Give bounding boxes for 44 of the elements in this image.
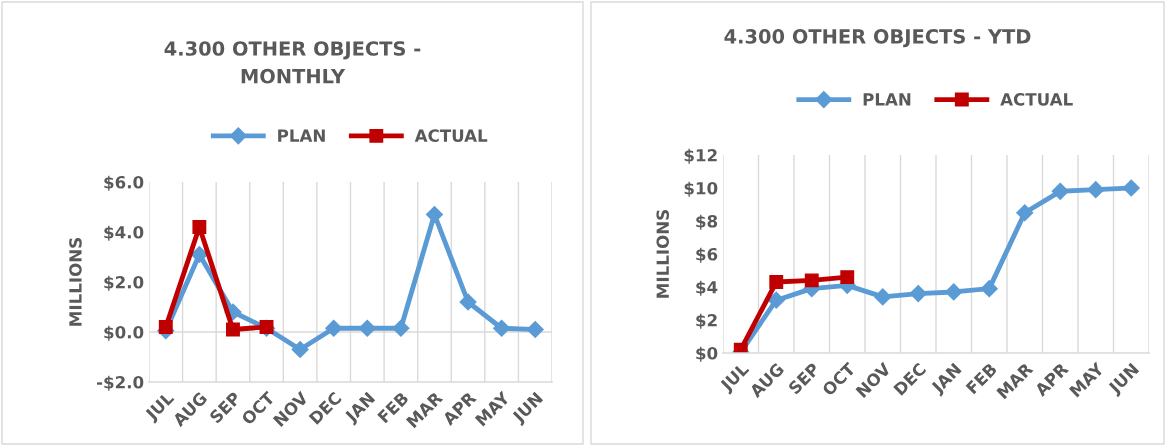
point bbox=[767, 291, 785, 309]
point bbox=[226, 322, 240, 337]
legend-label: PLAN bbox=[863, 93, 911, 106]
point bbox=[358, 319, 376, 337]
y-tick-label: $6 bbox=[696, 247, 718, 263]
point bbox=[1122, 179, 1140, 197]
legend-label: ACTUAL bbox=[1000, 93, 1073, 106]
y-axis-title: MILLIONS bbox=[69, 238, 82, 326]
y-tick-label: $12 bbox=[684, 148, 717, 164]
chart-title: 4.300 OTHER OBJECTS - YTD bbox=[724, 29, 1031, 48]
y-tick-label: $10 bbox=[684, 181, 718, 197]
y-axis-title: MILLIONS bbox=[656, 210, 670, 298]
y-tick-label: $0 bbox=[696, 346, 718, 362]
chart-title: 4.300 OTHER OBJECTS - MONTHLY bbox=[164, 41, 421, 84]
point bbox=[804, 273, 819, 288]
point bbox=[493, 319, 511, 337]
point bbox=[980, 280, 998, 298]
legend-label: PLAN bbox=[278, 129, 325, 142]
point bbox=[192, 220, 207, 234]
y-tick-label: $2.0 bbox=[104, 275, 144, 291]
point bbox=[259, 320, 274, 334]
y-tick-label: $0.0 bbox=[104, 325, 144, 341]
point bbox=[1051, 182, 1069, 200]
point bbox=[840, 270, 855, 285]
point bbox=[291, 340, 309, 359]
y-tick-label: $2 bbox=[696, 313, 717, 329]
point bbox=[909, 285, 927, 303]
point bbox=[1016, 204, 1034, 222]
point bbox=[158, 320, 173, 334]
point bbox=[526, 320, 544, 339]
point bbox=[325, 319, 343, 337]
y-tick-label: $6.0 bbox=[104, 175, 144, 191]
y-tick-label: $4 bbox=[696, 280, 718, 296]
point bbox=[392, 319, 410, 337]
point bbox=[874, 288, 892, 306]
y-tick-label: -$2.0 bbox=[97, 375, 144, 391]
point bbox=[945, 283, 963, 301]
point bbox=[1087, 181, 1105, 199]
y-tick-label: $8 bbox=[696, 214, 718, 230]
point bbox=[425, 205, 444, 224]
legend-label: ACTUAL bbox=[414, 129, 488, 142]
point bbox=[459, 293, 477, 311]
y-tick-label: $4.0 bbox=[104, 225, 144, 241]
point bbox=[769, 275, 784, 289]
